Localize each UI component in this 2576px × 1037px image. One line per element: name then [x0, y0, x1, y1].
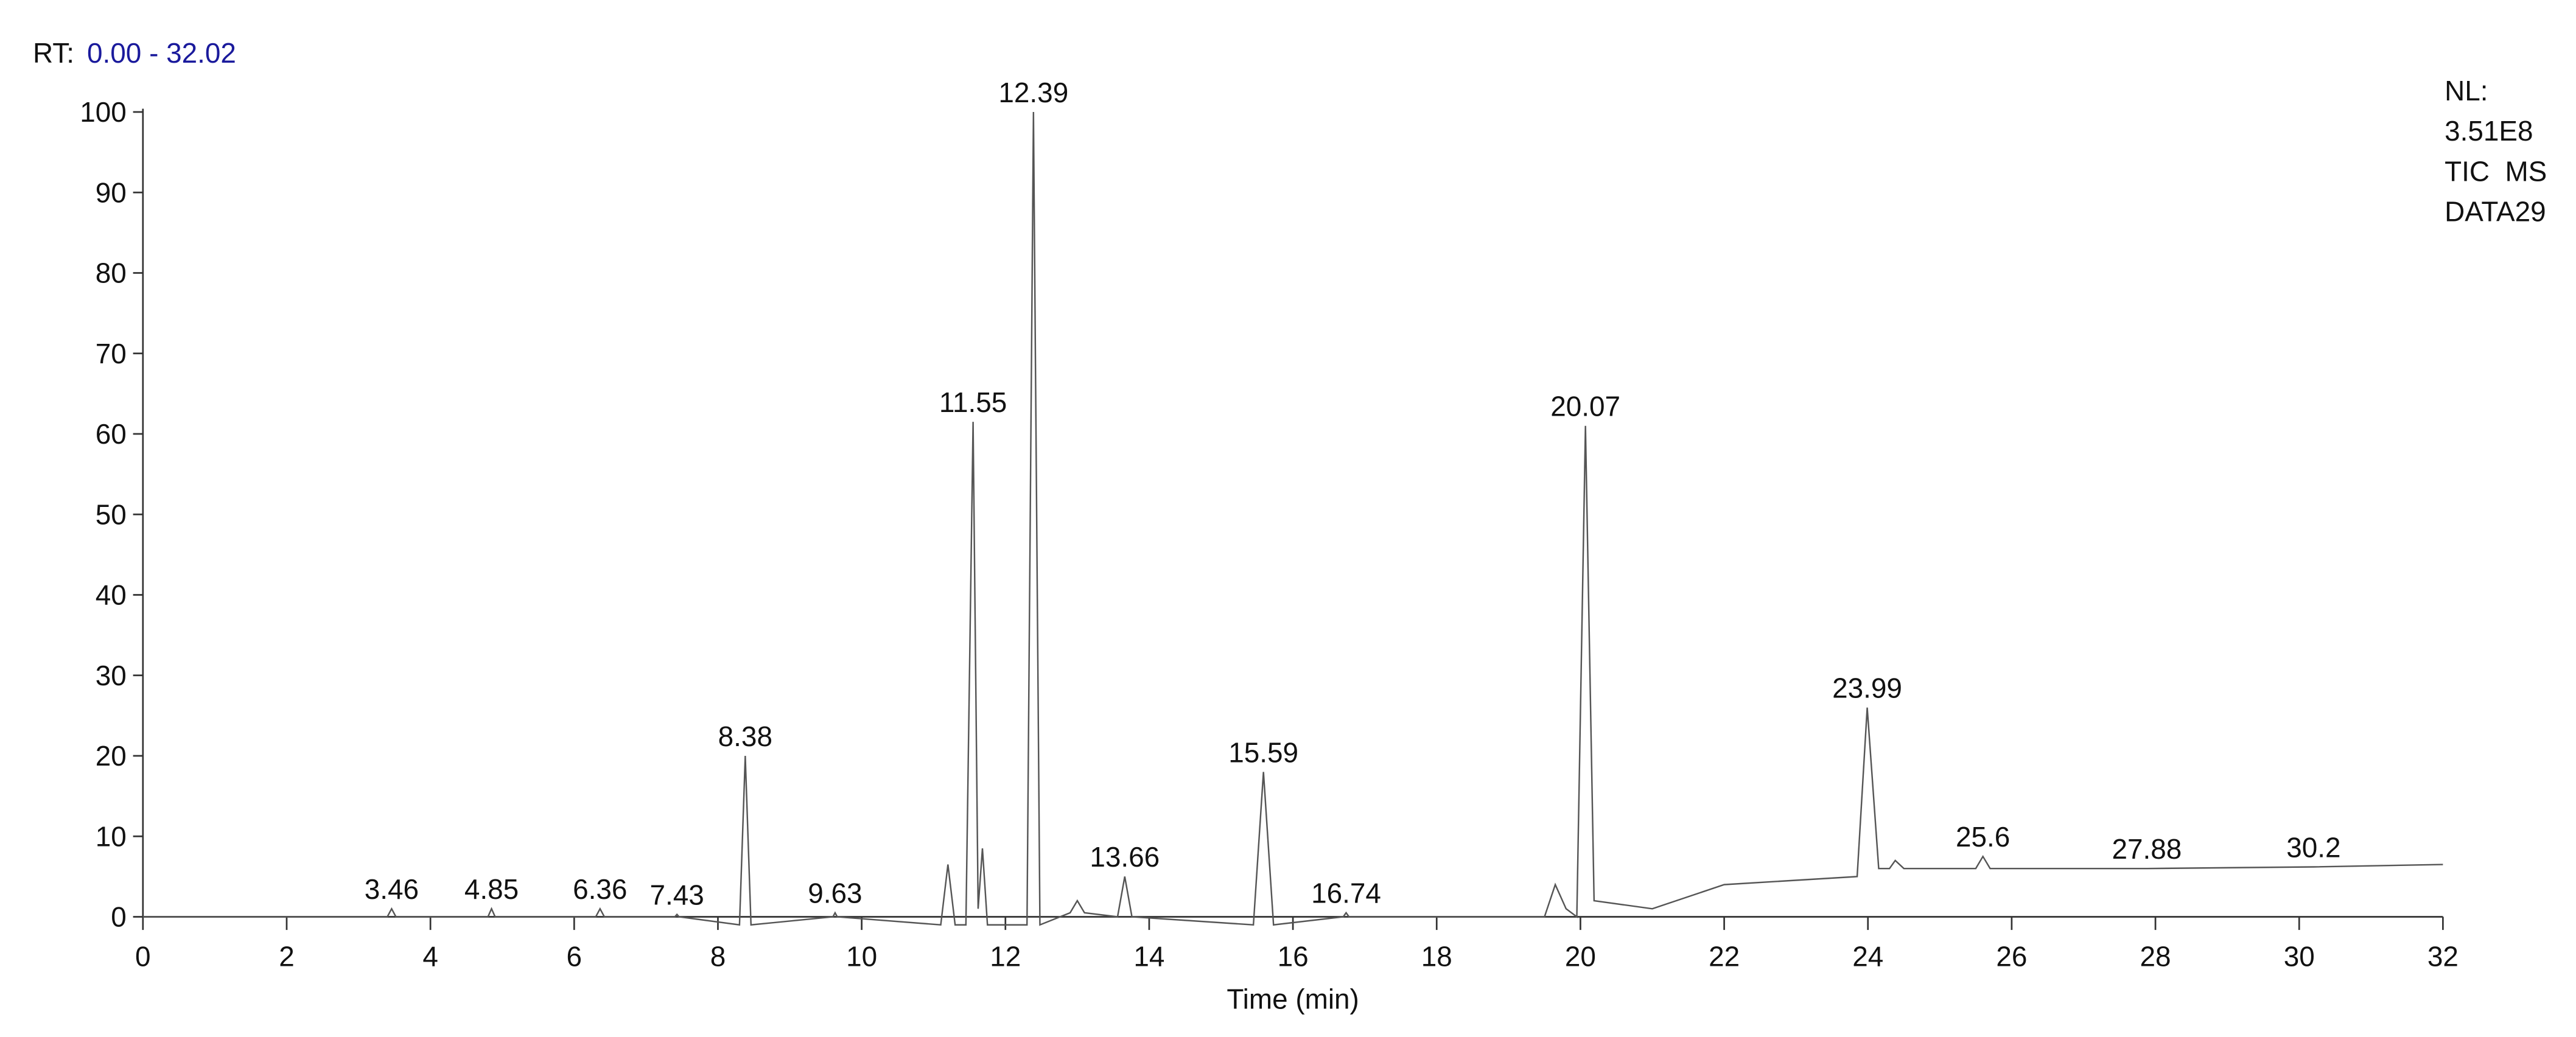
x-tick-label: 18: [1421, 940, 1452, 972]
x-tick-label: 32: [2427, 940, 2459, 972]
info-text: NL:: [2445, 75, 2488, 106]
x-tick-label: 10: [846, 940, 877, 972]
x-axis-label: Time (min): [1227, 983, 1359, 1015]
x-tick-label: 12: [990, 940, 1021, 972]
y-tick-label: 90: [96, 176, 127, 208]
y-tick-label: 10: [96, 820, 127, 852]
x-tick-label: 8: [710, 940, 726, 972]
info-text: TIC MS: [2445, 155, 2547, 187]
x-tick-label: 4: [422, 940, 438, 972]
y-tick-label: 70: [96, 338, 127, 369]
y-tick-label: 20: [96, 740, 127, 772]
x-tick-label: 16: [1278, 940, 1309, 972]
peak-label: 25.6: [1956, 821, 2010, 853]
x-tick-label: 2: [279, 940, 295, 972]
x-tick-label: 22: [1709, 940, 1740, 972]
x-tick-label: 28: [2140, 940, 2171, 972]
rt-label: RT:: [33, 37, 74, 69]
peak-label: 16.74: [1311, 878, 1381, 909]
y-tick-label: 100: [80, 96, 127, 128]
x-tick-label: 26: [1996, 940, 2027, 972]
peak-label: 8.38: [718, 721, 772, 752]
info-text: 3.51E8: [2445, 115, 2533, 147]
x-tick-label: 14: [1133, 940, 1164, 972]
peak-label: 11.55: [939, 386, 1007, 418]
peak-label: 7.43: [649, 879, 704, 910]
x-tick-label: 24: [1852, 940, 1883, 972]
y-tick-label: 40: [96, 579, 127, 611]
info-text: DATA29: [2445, 195, 2546, 227]
y-tick-label: 50: [96, 498, 127, 530]
y-tick-label: 30: [96, 660, 127, 691]
peak-label: 23.99: [1832, 672, 1902, 704]
peak-label: 6.36: [573, 873, 627, 905]
peak-label: 9.63: [808, 878, 862, 909]
y-tick-label: 60: [96, 418, 127, 450]
x-tick-label: 0: [135, 940, 151, 972]
peak-label: 13.66: [1090, 841, 1160, 873]
x-tick-label: 30: [2284, 940, 2315, 972]
peak-label: 27.88: [2112, 833, 2182, 865]
x-tick-label: 6: [567, 940, 583, 972]
y-tick-label: 0: [111, 901, 127, 933]
y-tick-label: 80: [96, 257, 127, 289]
rt-range: 0.00 - 32.02: [87, 37, 236, 69]
peak-label: 3.46: [365, 873, 419, 905]
peak-label: 15.59: [1228, 736, 1298, 768]
peak-label: 4.85: [464, 873, 519, 905]
peak-label: 30.2: [2286, 831, 2340, 863]
peak-label: 12.39: [998, 77, 1068, 108]
x-tick-label: 20: [1565, 940, 1596, 972]
peak-label: 20.07: [1550, 391, 1620, 422]
trace: [142, 111, 2443, 926]
